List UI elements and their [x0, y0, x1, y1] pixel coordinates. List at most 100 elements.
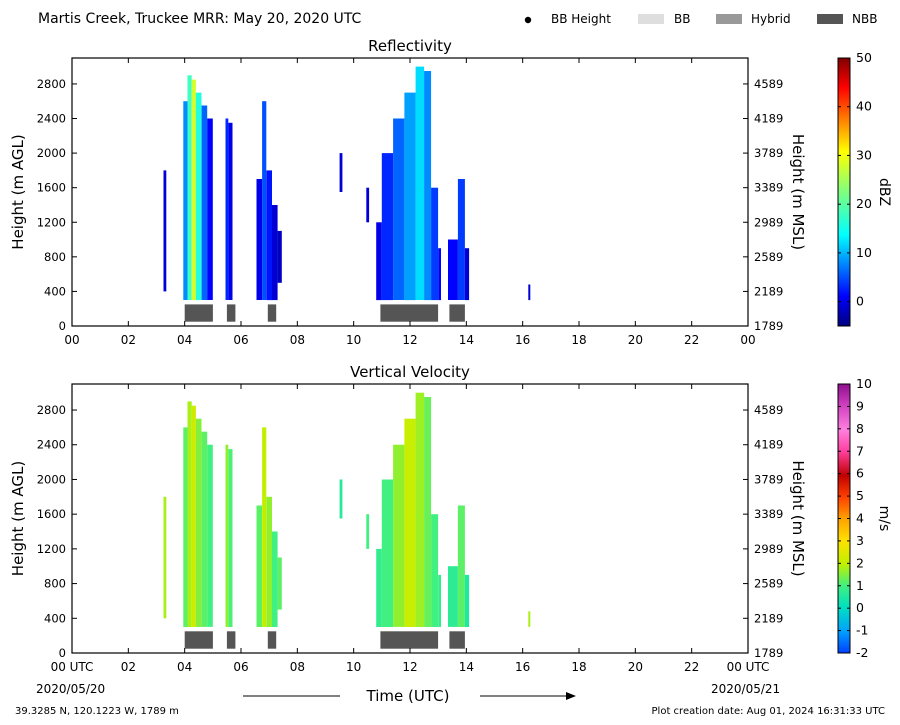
y-tick-label: 800	[44, 577, 66, 591]
colorbar-tick-label: 0	[856, 294, 864, 309]
y-tick-label: 1600	[37, 507, 66, 521]
x-tick-label: 04	[177, 660, 192, 674]
colorbar-tick-label: 4	[856, 511, 864, 526]
y2-tick-label: 4189	[754, 112, 783, 126]
x-tick-label: 12	[402, 333, 417, 347]
data-column	[448, 239, 458, 300]
x-tick-label: 14	[459, 333, 474, 347]
data-column	[376, 548, 382, 627]
data-column	[376, 222, 382, 301]
data-column	[195, 418, 202, 627]
data-column	[277, 557, 282, 610]
data-column	[464, 248, 470, 301]
y-tick-label: 2400	[37, 112, 66, 126]
time-arrow-head	[566, 692, 576, 700]
colorbar-tick-label: -1	[856, 623, 868, 638]
data-column	[404, 92, 416, 301]
data-column	[339, 479, 343, 519]
y2-tick-label: 3789	[754, 146, 783, 160]
bb-height-dot-icon	[524, 16, 532, 24]
data-column	[415, 66, 425, 300]
data-column	[256, 505, 263, 627]
data-column	[228, 449, 233, 627]
panel-title: Reflectivity	[368, 37, 452, 55]
x-tick-label: 16	[515, 333, 530, 347]
y2-tick-label: 2989	[754, 542, 783, 556]
data-column	[163, 170, 167, 292]
data-column	[393, 118, 405, 300]
y2-tick-label: 2989	[754, 215, 783, 229]
data-column	[448, 566, 458, 627]
data-column	[187, 75, 192, 301]
y-tick-label: 400	[44, 611, 66, 625]
data-column	[438, 574, 441, 627]
x-tick-label: 08	[290, 660, 305, 674]
x-axis-label: Time (UTC)	[366, 687, 450, 705]
figure-title: Martis Creek, Truckee MRR: May 20, 2020 …	[38, 11, 362, 27]
y-axis-label: Height (m AGL)	[9, 461, 27, 576]
x-tick-label: 06	[233, 333, 248, 347]
y-axis-label: Height (m AGL)	[9, 134, 27, 249]
data-column	[277, 230, 282, 283]
legend-label: NBB	[852, 12, 877, 26]
colorbar-tick-label: 8	[856, 421, 864, 436]
x-tick-label: 06	[233, 660, 248, 674]
nbb-bar	[380, 631, 439, 649]
colorbar-tick-label: 20	[856, 196, 872, 211]
end-date-label: 2020/05/21	[711, 682, 780, 696]
y2-tick-label: 2189	[754, 611, 783, 625]
x-tick-label: 04	[177, 333, 192, 347]
colorbar-tick-label: 6	[856, 466, 864, 481]
nbb-bar	[184, 631, 213, 649]
legend-swatch-bb	[638, 14, 664, 24]
x-tick-label: 00	[64, 333, 79, 347]
data-column	[366, 514, 370, 549]
band-legend: BB Height BB Hybrid NBB	[524, 12, 877, 26]
y2-tick-label: 4589	[754, 77, 783, 91]
y-tick-label: 0	[59, 646, 66, 660]
nbb-bar	[380, 304, 439, 322]
y2-tick-label: 4589	[754, 403, 783, 417]
x-tick-label: 22	[684, 660, 699, 674]
y2-tick-label: 1789	[754, 319, 783, 333]
legend-label: BB Height	[551, 12, 611, 26]
data-column	[262, 101, 267, 300]
data-column	[404, 418, 416, 627]
y-tick-label: 2800	[37, 77, 66, 91]
data-column	[528, 284, 531, 301]
data-column	[256, 179, 263, 300]
data-column	[272, 531, 278, 627]
colorbar-tick-label: 7	[856, 443, 864, 458]
x-tick-label: 10	[346, 660, 361, 674]
data-column	[201, 431, 208, 627]
y2-tick-label: 3389	[754, 507, 783, 521]
legend-swatch-nbb	[817, 14, 843, 24]
data-column	[183, 101, 188, 300]
x-tick-label: 08	[290, 333, 305, 347]
data-column	[191, 79, 196, 301]
nbb-bar	[449, 304, 465, 322]
creation-date-label: Plot creation date: Aug 01, 2024 16:31:3…	[652, 706, 885, 717]
x-tick-label: 22	[684, 333, 699, 347]
colorbar-tick-label: -2	[856, 645, 868, 660]
y2-tick-label: 2589	[754, 577, 783, 591]
x-tick-label: 10	[346, 333, 361, 347]
colorbar-tick-label: 1	[856, 578, 864, 593]
y-tick-label: 2400	[37, 438, 66, 452]
y2-tick-label: 2189	[754, 284, 783, 298]
x-tick-label: 02	[121, 660, 136, 674]
y2-tick-label: 4189	[754, 438, 783, 452]
data-column	[339, 153, 343, 192]
data-column	[225, 444, 229, 627]
nbb-bar	[267, 304, 277, 322]
data-column	[266, 496, 272, 627]
legend-label: Hybrid	[751, 12, 791, 26]
x-tick-label: 20	[628, 660, 643, 674]
data-column	[272, 205, 278, 301]
data-column	[266, 170, 272, 301]
colorbar-tick-label: 2	[856, 555, 864, 570]
data-column	[366, 187, 370, 223]
y2-tick-label: 3389	[754, 181, 783, 195]
data-column	[415, 392, 425, 627]
